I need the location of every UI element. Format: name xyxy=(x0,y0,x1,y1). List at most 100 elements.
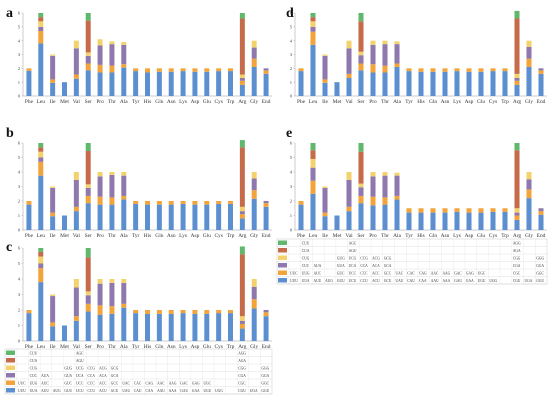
bar-segment xyxy=(97,204,103,230)
codon-cell: UCG xyxy=(76,366,84,370)
bar-segment xyxy=(38,17,44,22)
chart-panel-b: 0 1 2 3 4 5 6 Phe Leu Ile Met Val Ser Pro Thr Ala Tyr His… xyxy=(6,126,272,239)
bar-segment xyxy=(310,21,316,27)
bar-segment xyxy=(502,208,508,212)
bar-segment xyxy=(239,214,245,219)
bar-segment xyxy=(454,71,460,96)
bar-segment xyxy=(73,78,79,96)
x-tick-label: Pro xyxy=(369,233,377,239)
legend-swatch xyxy=(6,350,15,355)
bar-segment xyxy=(62,325,67,341)
bar-segment xyxy=(298,68,304,72)
codon-cell: UUA xyxy=(302,279,310,283)
codon-cell: GGA xyxy=(536,264,544,268)
bar-segment xyxy=(109,204,115,230)
codon-cell: CGA xyxy=(513,264,521,268)
x-tick-label: Val xyxy=(345,233,353,239)
codon-cell: GGU xyxy=(536,279,544,283)
codon-cell: GCU xyxy=(111,389,119,393)
codon-cell: CUA xyxy=(302,249,310,253)
y-tick-label: 6 xyxy=(18,11,21,16)
legend-swatch xyxy=(278,248,287,253)
bar-segment xyxy=(239,206,245,212)
bar-segment xyxy=(239,254,245,317)
bar-segment xyxy=(346,40,352,49)
bar-segment xyxy=(109,41,115,45)
bar-segment xyxy=(109,72,115,96)
bar-segment xyxy=(514,215,520,220)
codon-cell: GGC xyxy=(536,271,544,275)
bar-segment xyxy=(394,175,400,196)
bar-segment xyxy=(180,203,186,230)
y-tick-label: 4 xyxy=(290,170,293,175)
bar-segment xyxy=(38,157,44,162)
bar-segment xyxy=(310,17,316,22)
bar-segment xyxy=(38,147,44,152)
x-tick-label: Thr xyxy=(108,233,116,239)
bar-segment xyxy=(370,176,376,197)
bar-segment xyxy=(358,51,364,56)
bar-segment xyxy=(370,172,376,177)
legend-swatch xyxy=(278,263,287,268)
bar-segment xyxy=(263,310,269,313)
codon-cell: UUU xyxy=(18,389,26,393)
x-tick-label: Val xyxy=(345,99,353,105)
bar-segment xyxy=(394,199,400,230)
codon-cell: CUC xyxy=(302,264,310,268)
bar-segment xyxy=(514,150,520,209)
y-tick-label: 3 xyxy=(18,184,21,189)
bar-segment xyxy=(204,201,210,205)
codon-cell: GUU xyxy=(337,279,345,283)
panel-label: d xyxy=(286,6,294,21)
codon-cell: CAA xyxy=(146,389,154,393)
y-tick-label: 6 xyxy=(18,141,21,146)
y-tick-label: 0 xyxy=(18,94,21,99)
x-tick-label: Ile xyxy=(50,99,56,105)
bar-segment xyxy=(180,310,186,314)
bar-segment xyxy=(73,74,79,79)
x-tick-label: His xyxy=(144,233,152,239)
bar-segment xyxy=(97,64,103,73)
bar-segment xyxy=(192,313,198,341)
bar-segment xyxy=(239,328,245,341)
bar-segment xyxy=(466,212,472,230)
codon-cell: GGG xyxy=(536,256,544,260)
bar-segment xyxy=(73,279,79,288)
bar-segment xyxy=(168,204,174,230)
bar-segment xyxy=(85,70,91,96)
bar-segment xyxy=(263,206,269,230)
bar-segment xyxy=(62,82,67,96)
codon-cell: CUA xyxy=(30,359,38,363)
bar-segment xyxy=(346,179,352,207)
bar-segment xyxy=(358,13,364,22)
bar-segment xyxy=(38,43,44,96)
bar-segment xyxy=(50,326,56,341)
bar-segment xyxy=(109,306,115,314)
bar-segment xyxy=(406,208,412,213)
y-tick-label: 0 xyxy=(290,228,293,233)
codon-cell: ACG xyxy=(99,366,107,370)
x-tick-label: Ser xyxy=(357,99,364,105)
codon-cell: CAG xyxy=(146,381,154,385)
bar-segment xyxy=(38,263,44,269)
bar-segment xyxy=(228,68,233,72)
codon-cell: CCC xyxy=(360,271,368,275)
x-tick-label: Ile xyxy=(50,233,56,239)
bar-segment xyxy=(466,71,472,96)
bar-segment xyxy=(180,71,186,96)
bar-segment xyxy=(526,46,532,59)
bar-segment xyxy=(406,71,412,96)
y-tick-label: 0 xyxy=(18,339,21,344)
codon-cell: UGU xyxy=(203,389,211,393)
x-tick-label: Lys xyxy=(179,99,187,105)
bar-segment xyxy=(310,44,316,96)
codon-cell: CAU xyxy=(134,389,142,393)
bar-segment xyxy=(394,195,400,200)
bar-segment xyxy=(121,44,127,65)
bar-segment xyxy=(370,196,376,206)
bar-segment xyxy=(168,313,174,341)
x-tick-label: Leu xyxy=(309,233,318,239)
x-tick-label: Pro xyxy=(96,344,104,350)
bar-segment xyxy=(121,67,127,96)
bar-segment xyxy=(50,294,56,297)
